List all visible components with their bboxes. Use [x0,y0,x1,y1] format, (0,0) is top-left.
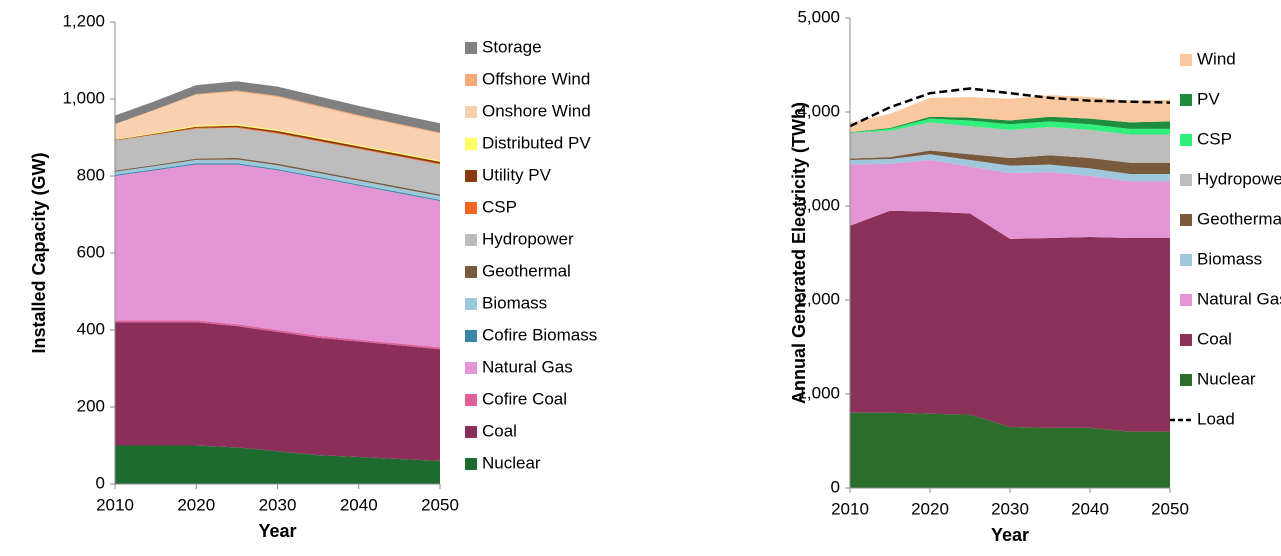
legend-label: Utility PV [482,165,552,184]
y-tick-label: 1,200 [62,11,105,30]
legend-label: Hydropower [482,229,574,248]
x-tick-label: 2040 [1071,499,1109,518]
legend-swatch [465,362,477,374]
y-axis-title: Annual Generated Electricity (TWh) [789,102,809,404]
area [850,150,1170,175]
y-tick-label: 3,000 [797,195,840,214]
y-tick-label: 400 [77,319,105,338]
x-tick-label: 2010 [831,499,869,518]
legend-swatch [465,202,477,214]
y-tick-label: 600 [77,242,105,261]
legend-label: Storage [482,37,542,56]
legend-label: Onshore Wind [482,101,591,120]
y-tick-label: 200 [77,396,105,415]
legend-label: Natural Gas [482,357,573,376]
x-axis-title: Year [991,525,1029,545]
legend-swatch [465,234,477,246]
area [115,164,440,348]
x-tick-label: 2030 [259,495,297,514]
area [115,91,440,161]
legend-label: Nuclear [1197,369,1256,388]
area [850,95,1170,133]
x-tick-label: 2030 [991,499,1029,518]
legend-swatch [1180,54,1192,66]
legend-label: Offshore Wind [482,69,590,88]
legend-label: CSP [1197,129,1232,148]
legend-label: Natural Gas [1197,289,1281,308]
legend-swatch [1180,94,1192,106]
y-tick-label: 5,000 [797,7,840,26]
x-tick-label: 2040 [340,495,378,514]
legend-swatch [465,170,477,182]
y-tick-label: 4,000 [797,101,840,120]
area [850,154,1170,182]
legend-label: Cofire Coal [482,389,567,408]
legend-label: Biomass [482,293,547,312]
legend-label: Distributed PV [482,133,591,152]
y-tick-label: 2,000 [797,289,840,308]
legend-label: CSP [482,197,517,216]
legend-label: Wind [1197,49,1236,68]
legend-swatch [465,458,477,470]
y-tick-label: 800 [77,165,105,184]
legend-swatch [465,266,477,278]
x-tick-label: 2010 [96,495,134,514]
x-axis-title: Year [258,521,296,541]
legend-label: Coal [482,421,517,440]
legend-label: Nuclear [482,453,541,472]
y-tick-label: 0 [831,477,840,496]
legend-swatch [465,106,477,118]
legend-swatch [465,42,477,54]
legend-swatch [1180,334,1192,346]
y-tick-label: 1,000 [797,383,840,402]
legend-swatch [1180,214,1192,226]
legend-label: Load [1197,409,1235,428]
legend-label: Coal [1197,329,1232,348]
y-tick-label: 0 [96,473,105,492]
area [850,159,1170,239]
area [115,127,440,195]
area [850,412,1170,488]
legend-swatch [465,330,477,342]
legend-label: Cofire Biomass [482,325,597,344]
x-tick-label: 2020 [177,495,215,514]
legend-swatch [465,298,477,310]
y-tick-label: 1,000 [62,88,105,107]
legend-swatch [1180,174,1192,186]
area [850,210,1170,432]
area [850,122,1170,163]
legend-label: Geothermal [482,261,571,280]
area [115,81,440,133]
legend-label: Biomass [1197,249,1262,268]
legend-swatch [1180,254,1192,266]
legend-swatch [1180,374,1192,386]
legend-label: Geothermal [1197,209,1281,228]
legend-swatch [465,138,477,150]
x-tick-label: 2050 [421,495,459,514]
legend-label: Hydropower [1197,169,1281,188]
area [115,159,440,200]
y-axis-title: Installed Capacity (GW) [29,152,49,353]
area [115,445,440,484]
legend-swatch [465,426,477,438]
x-tick-label: 2050 [1151,499,1189,518]
legend-swatch [1180,134,1192,146]
legend-swatch [465,74,477,86]
legend-swatch [465,394,477,406]
legend-swatch [1180,294,1192,306]
legend-label: PV [1197,89,1220,108]
area [850,118,1170,135]
x-tick-label: 2020 [911,499,949,518]
area [115,322,440,461]
area [850,116,1170,133]
